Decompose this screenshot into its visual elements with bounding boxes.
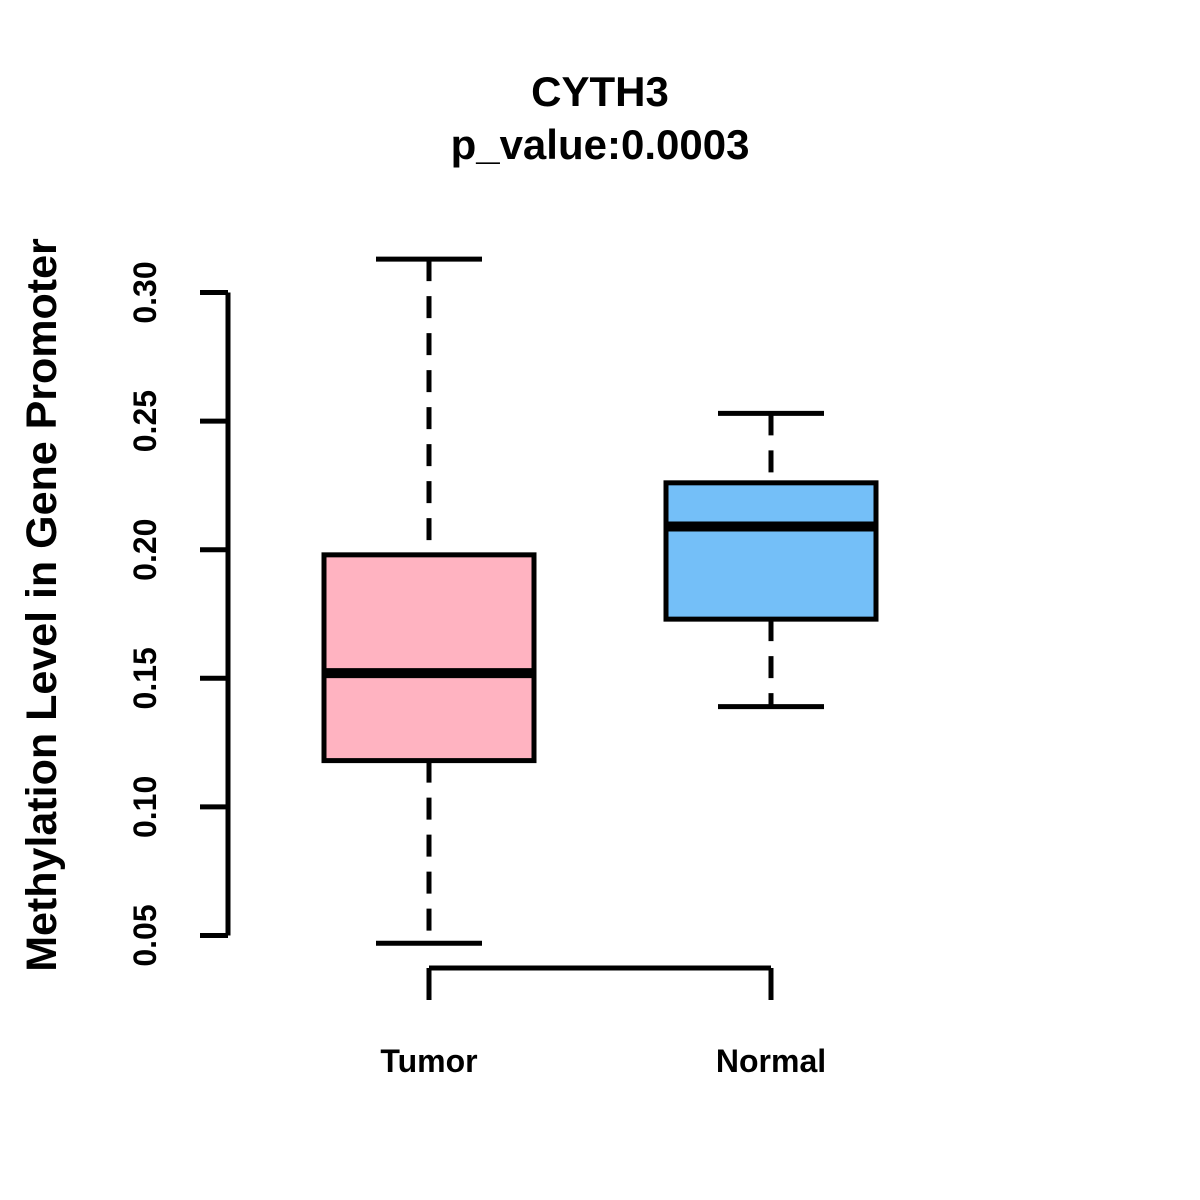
chart-subtitle: p_value:0.0003 xyxy=(451,121,750,168)
y-axis: 0.05 0.10 0.15 0.20 0.25 0.30 xyxy=(127,261,231,967)
boxplots xyxy=(321,256,879,946)
y-axis-tick-label: 0.25 xyxy=(127,390,163,452)
category-label-normal: Normal xyxy=(716,1043,826,1079)
boxplot-normal xyxy=(663,410,879,710)
y-axis-tick-label: 0.10 xyxy=(127,776,163,838)
y-axis-label: Methylation Level in Gene Promoter xyxy=(18,238,66,972)
boxplot-tumor xyxy=(321,256,537,946)
y-axis-tick-label: 0.20 xyxy=(127,519,163,581)
category-label-tumor: Tumor xyxy=(380,1043,477,1079)
x-axis: Tumor Normal xyxy=(380,965,826,1079)
chart-title: CYTH3 xyxy=(531,68,669,115)
y-axis-tick-label: 0.15 xyxy=(127,647,163,709)
y-axis-tick-label: 0.05 xyxy=(127,904,163,966)
y-axis-tick-label: 0.30 xyxy=(127,261,163,323)
box-iqr xyxy=(663,480,879,622)
box-iqr xyxy=(321,552,537,764)
